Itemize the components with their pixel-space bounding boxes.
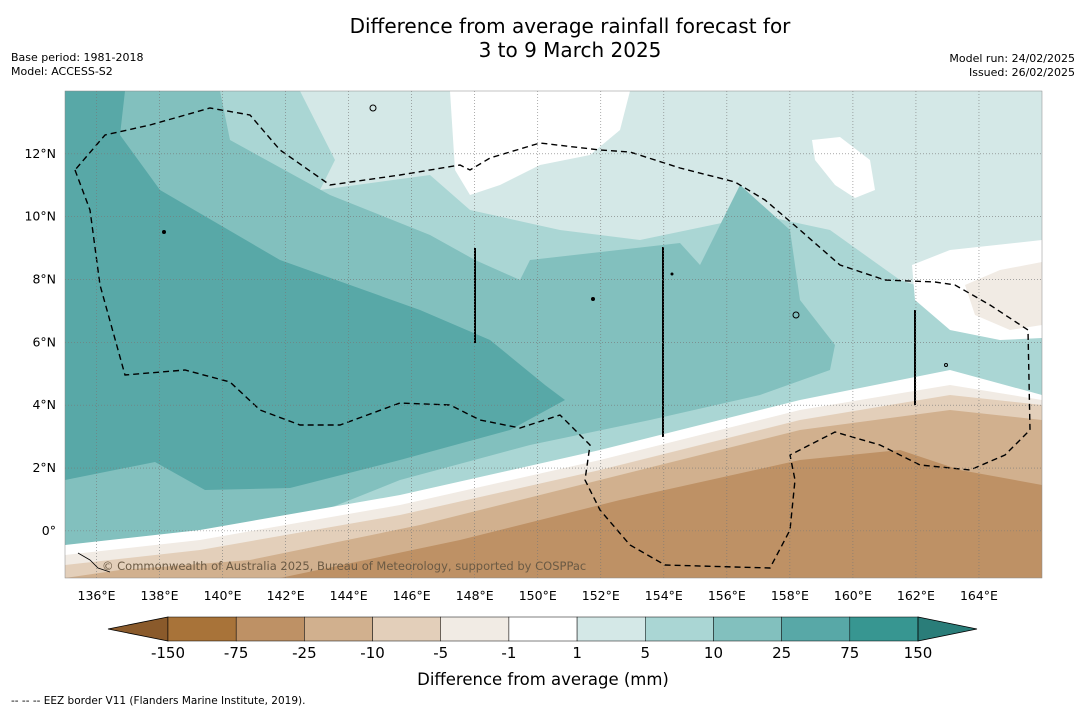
lat-tick-label: 0° bbox=[42, 523, 56, 538]
colorbar-tick-label: -10 bbox=[360, 644, 385, 662]
chart-title: Difference from average rainfall forecas… bbox=[0, 14, 1085, 62]
island-4 bbox=[591, 297, 595, 301]
colorbar-segment bbox=[576, 616, 646, 642]
colorbar-tick-label: -75 bbox=[224, 644, 249, 662]
map-plot-area bbox=[65, 91, 1042, 578]
lon-tick-label: 144°E bbox=[330, 588, 368, 603]
colorbar-tick-label: 1 bbox=[572, 644, 582, 662]
island-2 bbox=[792, 311, 800, 319]
longitude-labels: 136°E 138°E 140°E 142°E 144°E 146°E 148°E 150°E… bbox=[78, 588, 999, 603]
lon-tick-label: 156°E bbox=[708, 588, 746, 603]
meta-left: Base period: 1981-2018 Model: ACCESS-S2 bbox=[11, 51, 143, 79]
island-1 bbox=[369, 104, 377, 112]
lon-tick-label: 154°E bbox=[645, 588, 683, 603]
lon-tick-label: 148°E bbox=[456, 588, 494, 603]
eez-footnote: -- -- -- EEZ border V11 (Flanders Marine… bbox=[11, 695, 306, 707]
latitude-labels: 0° 2°N 4°N 6°N 8°N 10°N 12°N bbox=[24, 146, 56, 538]
lon-tick-label: 152°E bbox=[582, 588, 620, 603]
colorbar-tick-label: -1 bbox=[501, 644, 516, 662]
colorbar-tick-label: 75 bbox=[840, 644, 859, 662]
base-period-text: Base period: 1981-2018 bbox=[11, 51, 144, 64]
colorbar-tick-label: 5 bbox=[640, 644, 650, 662]
lon-tick-label: 138°E bbox=[141, 588, 179, 603]
colorbar-tick-label: 25 bbox=[772, 644, 791, 662]
lon-tick-label: 150°E bbox=[519, 588, 557, 603]
colorbar-label: Difference from average (mm) bbox=[417, 670, 669, 689]
island-5 bbox=[670, 272, 674, 276]
colorbar-tick-label: 10 bbox=[704, 644, 723, 662]
lat-tick-label: 6°N bbox=[32, 334, 56, 349]
plot-frame bbox=[64, 90, 1043, 579]
lon-tick-label: 160°E bbox=[834, 588, 872, 603]
colorbar-tick-label: -5 bbox=[433, 644, 448, 662]
island-3 bbox=[162, 230, 166, 234]
zone-neutral-2 bbox=[812, 137, 875, 198]
lat-tick-label: 10°N bbox=[24, 209, 56, 224]
colorbar-segment bbox=[713, 616, 782, 642]
lon-tick-label: 140°E bbox=[204, 588, 242, 603]
lon-tick-label: 136°E bbox=[78, 588, 116, 603]
colorbar: -150 -75 -25 -10 -5 -1 1 5 10 25 75 150 bbox=[107, 616, 978, 662]
lat-tick-label: 8°N bbox=[32, 272, 56, 287]
colorbar-extend-max bbox=[917, 616, 978, 642]
island-6 bbox=[944, 363, 948, 367]
colorbar-segment bbox=[167, 616, 237, 642]
lat-tick-label: 12°N bbox=[24, 146, 56, 161]
lat-tick-label: 4°N bbox=[32, 397, 56, 412]
lon-tick-label: 158°E bbox=[771, 588, 809, 603]
zone-neutral-1 bbox=[450, 91, 630, 195]
lon-tick-label: 142°E bbox=[267, 588, 305, 603]
colorbar-segment bbox=[440, 616, 510, 642]
zone-dry-small bbox=[965, 262, 1042, 330]
colorbar-tick-label: -25 bbox=[292, 644, 317, 662]
colorbar-extend-min bbox=[107, 616, 169, 642]
model-text: Model: ACCESS-S2 bbox=[11, 65, 113, 78]
lat-tick-label: 2°N bbox=[32, 460, 56, 475]
coastline-png bbox=[77, 552, 111, 573]
meta-right: Model run: 24/02/2025 Issued: 26/02/2025 bbox=[949, 52, 1075, 80]
lon-tick-label: 146°E bbox=[393, 588, 431, 603]
colorbar-segment bbox=[508, 616, 578, 642]
model-run-text: Model run: 24/02/2025 bbox=[949, 52, 1075, 65]
eez-border-west bbox=[74, 107, 1031, 569]
contour-minus-25-minus-75 bbox=[280, 450, 1042, 578]
title-line-2: 3 to 9 March 2025 bbox=[478, 38, 662, 62]
colorbar-segment bbox=[645, 616, 714, 642]
copyright-text: © Commonwealth of Australia 2025, Bureau… bbox=[102, 559, 586, 573]
lon-tick-label: 164°E bbox=[960, 588, 998, 603]
colorbar-segment bbox=[849, 616, 919, 642]
colorbar-segment bbox=[235, 616, 305, 642]
contour-75-150 bbox=[65, 91, 565, 490]
colorbar-tick-label: 150 bbox=[904, 644, 933, 662]
colorbar-tick-label: -150 bbox=[151, 644, 185, 662]
title-line-1: Difference from average rainfall forecas… bbox=[349, 14, 791, 38]
colorbar-segment bbox=[304, 616, 373, 642]
graticule bbox=[65, 91, 1042, 578]
colorbar-segment bbox=[372, 616, 441, 642]
colorbar-segment bbox=[781, 616, 851, 642]
lon-tick-label: 162°E bbox=[897, 588, 935, 603]
issued-text: Issued: 26/02/2025 bbox=[968, 66, 1075, 79]
